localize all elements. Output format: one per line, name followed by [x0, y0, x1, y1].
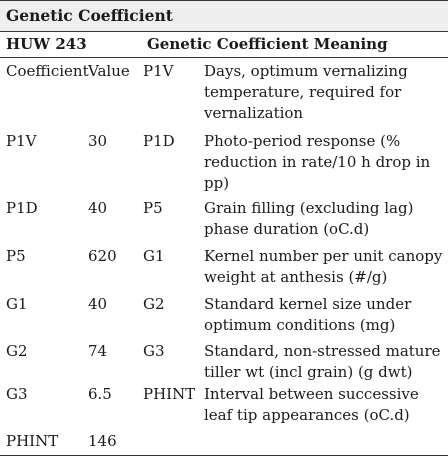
row-value: 620	[88, 247, 117, 265]
row-description: Interval between successive leaf tip app…	[204, 385, 419, 424]
row-name: Coefficient	[6, 62, 89, 80]
row-value: 74	[88, 342, 108, 360]
row-description: Grain filling (excluding lag) phase dura…	[204, 199, 414, 238]
row-value: 146	[88, 432, 117, 450]
row-description: Days, optimum vernalizing temperature, r…	[204, 62, 408, 122]
table-title: Genetic Coefficient	[6, 6, 173, 25]
cultivar-header: HUW 243	[6, 35, 87, 53]
row-description: Kernel number per unit canopy weight at …	[204, 247, 443, 286]
row-code: PHINT	[143, 385, 196, 403]
row-name: P1V	[6, 132, 37, 150]
row-code: P5	[143, 199, 163, 217]
row-value: 6.5	[88, 385, 112, 403]
row-name: P1D	[6, 199, 38, 217]
row-code: G3	[143, 342, 165, 360]
row-value: 40	[88, 295, 108, 313]
row-description: Standard kernel size under optimum condi…	[204, 295, 412, 334]
row-code: P1V	[143, 62, 174, 80]
row-description: Standard, non-stressed mature tiller wt …	[204, 342, 441, 381]
row-name: G3	[6, 385, 28, 403]
row-name: P5	[6, 247, 26, 265]
row-code: P1D	[143, 132, 175, 150]
row-description: Photo-period response (% reduction in ra…	[204, 132, 431, 192]
row-code: G1	[143, 247, 165, 265]
table-title-band: Genetic Coefficient	[0, 0, 448, 32]
row-name: G2	[6, 342, 28, 360]
table-header-row: HUW 243 Genetic Coefficient Meaning	[0, 32, 448, 58]
row-name: G1	[6, 295, 28, 313]
table-bottom-rule	[0, 455, 448, 456]
meaning-header: Genetic Coefficient Meaning	[147, 35, 388, 53]
row-name: PHINT	[6, 432, 59, 450]
row-value: 40	[88, 199, 108, 217]
row-value: Value	[88, 62, 130, 80]
row-code: G2	[143, 295, 165, 313]
row-value: 30	[88, 132, 108, 150]
